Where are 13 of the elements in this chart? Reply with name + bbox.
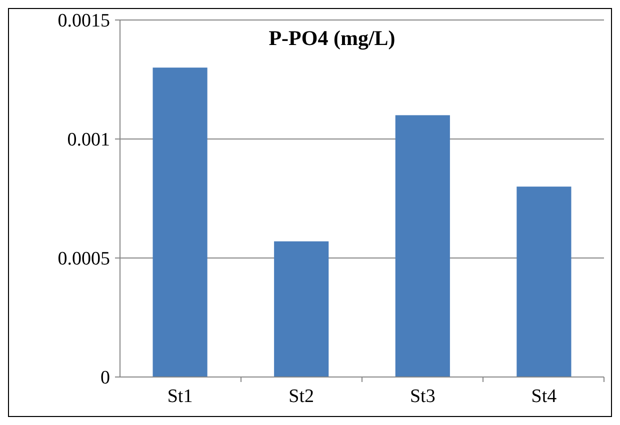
y-tick-label: 0.0015 [58,10,110,32]
y-tick-label: 0.001 [67,130,110,151]
x-tick-label: St3 [410,386,436,407]
bar [152,68,208,377]
chart-title: P-PO4 (mg/L) [268,26,396,50]
bar [274,241,329,377]
y-tick-label: 0 [100,368,110,389]
y-tick-label: 0.0005 [58,248,110,270]
bar [395,115,450,377]
x-tick-label: St1 [167,386,193,407]
x-tick-label: St2 [288,386,314,407]
x-tick-label: St4 [531,386,558,407]
bar [516,186,572,377]
